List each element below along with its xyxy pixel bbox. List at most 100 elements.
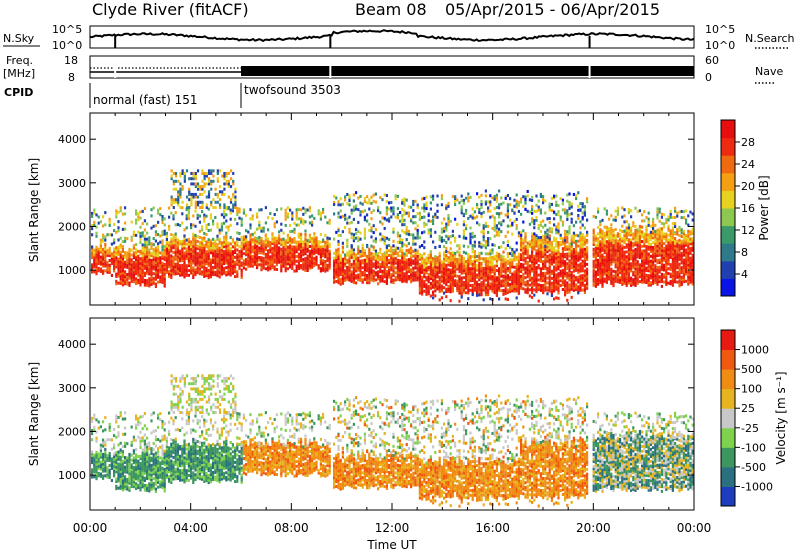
power-cell: [544, 276, 547, 280]
power-cell: [577, 217, 580, 221]
power-cell: [201, 246, 204, 250]
power-cell: [108, 220, 111, 224]
power-cell: [423, 252, 426, 256]
power-cell: [506, 274, 509, 278]
power-cell: [522, 287, 525, 291]
power-cell: [568, 244, 571, 248]
power-cell: [251, 259, 254, 263]
power-cell: [337, 203, 340, 207]
power-cell: [502, 260, 505, 264]
power-cell: [429, 262, 432, 266]
power-cell: [480, 215, 483, 219]
power-cell: [106, 268, 109, 272]
power-cell: [447, 263, 450, 267]
power-cell: [429, 257, 432, 261]
power-cell: [482, 271, 485, 275]
power-cell: [557, 284, 560, 288]
power-cell: [308, 233, 311, 237]
power-cell: [511, 286, 514, 290]
power-cell: [289, 239, 292, 243]
power-cell: [619, 228, 622, 232]
power-cell: [146, 262, 149, 266]
power-cell: [619, 264, 622, 268]
power-cell: [229, 251, 232, 255]
power-cell: [418, 245, 421, 249]
power-cell: [528, 198, 531, 202]
power-cell: [643, 249, 646, 253]
power-cell: [579, 240, 582, 244]
power-cell: [436, 287, 439, 291]
power-cell: [592, 240, 595, 244]
power-cell: [286, 252, 289, 256]
power-cell: [482, 276, 485, 280]
power-cell: [643, 244, 646, 248]
power-cell: [506, 255, 509, 259]
power-cell: [225, 273, 228, 277]
power-cell: [229, 242, 232, 246]
power-cell: [168, 255, 171, 259]
power-cell: [278, 246, 281, 250]
power-cell: [372, 257, 375, 261]
power-cell: [652, 241, 655, 245]
power-cell: [102, 262, 105, 266]
power-cell: [603, 260, 606, 264]
power-cell: [176, 248, 179, 252]
power-cell: [487, 266, 490, 270]
power-cell: [517, 267, 520, 271]
power-cell: [487, 278, 490, 282]
power-cell: [581, 233, 584, 237]
power-cell: [335, 255, 338, 259]
power-cell: [225, 254, 228, 258]
power-cell: [425, 288, 428, 292]
power-cell: [557, 267, 560, 271]
power-cell: [616, 241, 619, 245]
power-cell: [456, 260, 459, 264]
power-cell: [359, 237, 362, 241]
power-cell: [647, 235, 650, 239]
power-cell: [484, 288, 487, 292]
power-cell: [240, 254, 243, 258]
power-cell: [174, 245, 177, 249]
power-cell: [599, 259, 602, 263]
power-cell: [427, 258, 430, 262]
power-cell: [267, 239, 270, 243]
power-cell: [205, 233, 208, 237]
power-cell: [187, 237, 190, 241]
power-cell: [493, 255, 496, 259]
power-cell: [328, 254, 331, 258]
power-cell: [509, 218, 512, 222]
power-cell: [269, 240, 272, 244]
power-cell: [198, 240, 201, 244]
power-cell: [608, 243, 611, 247]
power-cell: [594, 246, 597, 250]
power-cell: [614, 236, 617, 240]
power-cell: [212, 256, 215, 260]
power-cell: [240, 271, 243, 275]
power-cell: [610, 270, 613, 274]
power-cell: [185, 226, 188, 230]
power-cell: [482, 229, 485, 233]
power-cell: [319, 257, 322, 261]
power-cell: [489, 287, 492, 291]
power-cell: [599, 273, 602, 277]
power-cell: [335, 263, 338, 267]
power-cell: [495, 251, 498, 255]
power-cell: [218, 249, 221, 253]
power-cell: [363, 236, 366, 240]
power-cell: [465, 284, 468, 288]
power-cell: [106, 233, 109, 237]
power-cell: [150, 258, 153, 262]
power-cell: [148, 270, 151, 274]
power-cell: [550, 252, 553, 256]
power-cell: [278, 253, 281, 257]
power-cell: [207, 229, 210, 233]
power-cell: [269, 243, 272, 247]
power-cell: [229, 254, 232, 258]
power-cell: [623, 233, 626, 237]
power-cell: [172, 243, 175, 247]
power-cell: [201, 239, 204, 243]
power-cell: [649, 269, 652, 273]
power-cell: [506, 230, 509, 234]
power-cell: [539, 195, 542, 199]
power-cell: [304, 242, 307, 246]
